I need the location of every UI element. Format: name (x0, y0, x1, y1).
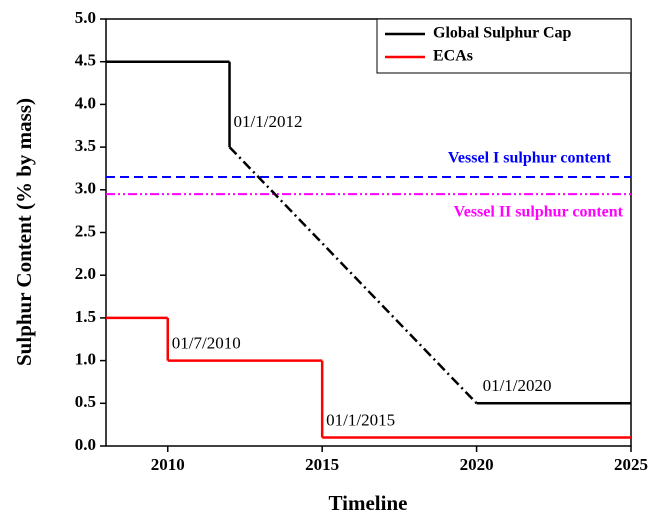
y-tick-label: 4.5 (75, 51, 96, 70)
legend-box (376, 18, 632, 74)
annotation: 01/1/2012 (234, 112, 303, 131)
x-axis-title: Timeline (329, 491, 408, 515)
x-tick-label: 2015 (305, 455, 339, 474)
y-tick-label: 0.5 (75, 392, 96, 411)
annotation: 01/7/2010 (172, 334, 241, 353)
y-tick-label: 5.0 (75, 8, 96, 27)
x-tick-label: 2020 (460, 455, 494, 474)
legend: Global Sulphur Cap ECAs (376, 18, 632, 74)
x-tick-label: 2010 (151, 455, 185, 474)
y-tick-label: 1.5 (75, 307, 96, 326)
y-tick-label: 1.0 (75, 350, 96, 369)
y-tick-label: 3.5 (75, 136, 96, 155)
legend-label: Global Sulphur Cap (433, 25, 572, 42)
y-tick-label: 2.0 (75, 264, 96, 283)
annotation: 01/1/2015 (326, 410, 395, 429)
y-tick-label: 4.0 (75, 93, 96, 112)
y-tick-label: 3.0 (75, 179, 96, 198)
annotation: 01/1/2020 (483, 376, 552, 395)
legend-label: ECAs (433, 48, 473, 65)
line-segment (228, 146, 478, 405)
y-tick-label: 0.0 (75, 435, 96, 454)
reference-label: Vessel II sulphur content (454, 204, 624, 221)
plot-frame (105, 18, 632, 447)
y-tick-label: 2.5 (75, 221, 96, 240)
reference-label: Vessel I sulphur content (448, 150, 612, 167)
x-tick-label: 2025 (614, 455, 648, 474)
y-axis-title: Sulphur Content (% by mass) (12, 98, 36, 366)
